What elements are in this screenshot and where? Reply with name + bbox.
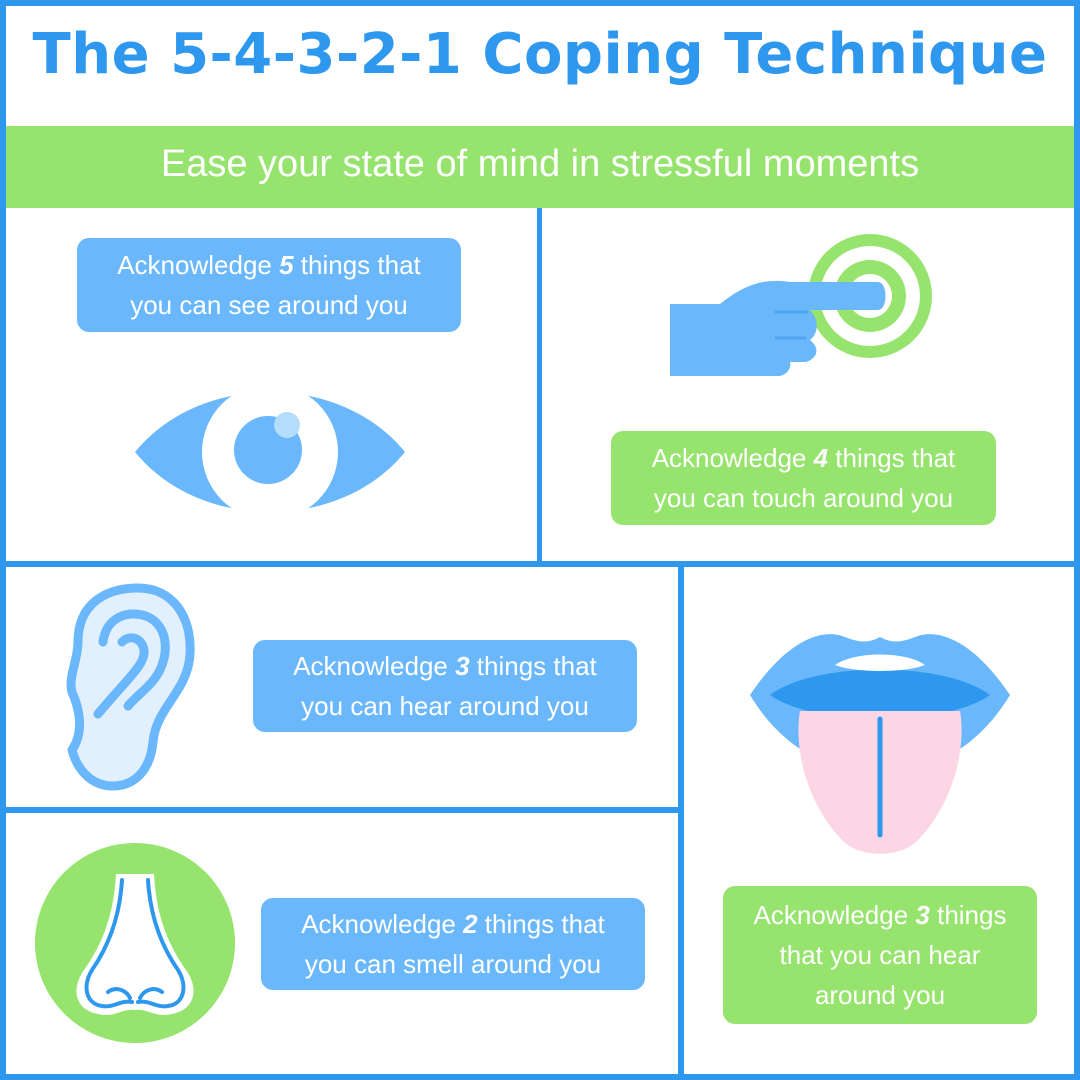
step-text: things	[929, 900, 1007, 930]
step-text: things that	[293, 250, 421, 280]
step-card-line1: Acknowledge 2 things that	[261, 904, 645, 944]
step-card-taste: Acknowledge 3 things that you can hear a…	[723, 886, 1037, 1024]
page-subtitle: Ease your state of mind in stressful mom…	[160, 143, 920, 185]
ear-icon	[66, 583, 195, 791]
frame-top	[0, 0, 1080, 6]
step-card-line2: you can see around you	[130, 290, 408, 320]
step-text: Acknowledge	[293, 651, 456, 681]
step-card-line1: Acknowledge 3 things that	[253, 646, 637, 686]
step-text: things that	[828, 443, 956, 473]
step-text: things that	[477, 909, 605, 939]
step-card-line3: around you	[814, 980, 946, 1010]
step-card-see: Acknowledge 5 things that you can see ar…	[77, 238, 461, 332]
step-text: Acknowledge	[301, 909, 464, 939]
step-card-line2: you can hear around you	[301, 691, 589, 721]
step-number: 2	[463, 909, 478, 939]
step-text: Acknowledge	[753, 900, 916, 930]
frame-right	[1074, 0, 1080, 1080]
divider-vertical-bottom	[678, 564, 684, 1076]
step-number: 3	[455, 651, 470, 681]
step-card-line2: you can touch around you	[653, 483, 954, 513]
divider-horizontal-bottom-left	[0, 807, 681, 813]
step-card-touch: Acknowledge 4 things that you can touch …	[611, 431, 996, 525]
frame-left	[0, 0, 6, 1080]
mouth-tongue-icon	[750, 634, 1010, 854]
divider-horizontal-middle	[0, 561, 1080, 567]
step-text: things that	[469, 651, 597, 681]
touch-target-icon	[670, 234, 932, 376]
step-card-line1: Acknowledge 4 things that	[611, 438, 996, 478]
step-text: Acknowledge	[117, 250, 280, 280]
eye-icon	[135, 384, 405, 520]
step-number: 3	[915, 900, 930, 930]
step-card-line1: Acknowledge 5 things that	[77, 245, 461, 285]
subtitle-band: Ease your state of mind in stressful mom…	[6, 126, 1074, 208]
step-card-smell: Acknowledge 2 things that you can smell …	[261, 898, 645, 990]
step-card-line2: that you can hear	[779, 940, 981, 970]
page-title: The 5-4-3-2-1 Coping Technique	[32, 22, 1048, 87]
divider-vertical-top	[537, 206, 542, 564]
step-card-line2: you can smell around you	[304, 949, 602, 979]
step-card-line1: Acknowledge 3 things	[723, 895, 1037, 935]
step-number: 4	[813, 443, 829, 473]
nose-icon	[35, 843, 235, 1043]
step-card-hear: Acknowledge 3 things that you can hear a…	[253, 640, 637, 732]
step-text: Acknowledge	[651, 443, 814, 473]
frame-bottom	[0, 1074, 1080, 1080]
step-number: 5	[279, 250, 294, 280]
